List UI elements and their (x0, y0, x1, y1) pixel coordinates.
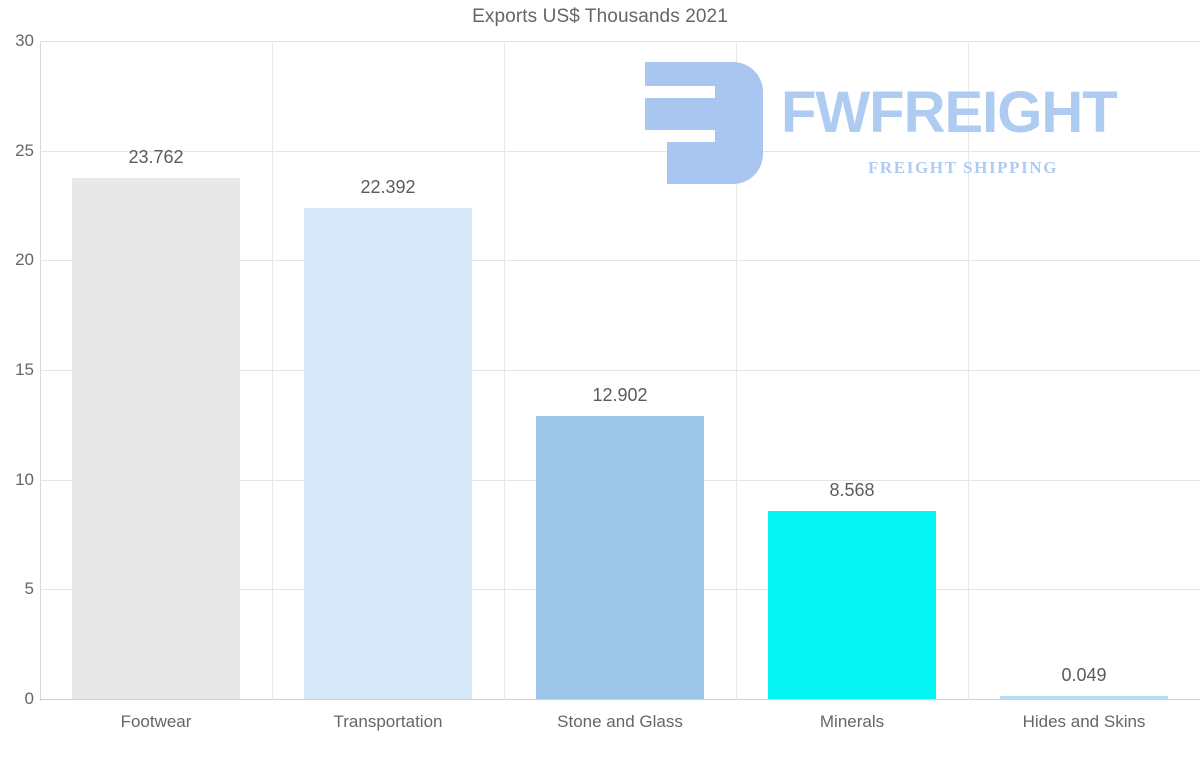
y-tick-label: 25 (15, 140, 34, 160)
category-separator (736, 41, 737, 700)
gridline (40, 699, 1200, 700)
bar-value-label: 8.568 (829, 480, 875, 501)
x-tick-label: Footwear (120, 712, 192, 731)
bar-value-label: 0.049 (1061, 665, 1107, 685)
bar-transportation[interactable] (304, 207, 472, 699)
bar-footwear[interactable] (72, 177, 240, 699)
gridline (40, 41, 1200, 42)
y-tick-label: 0 (24, 689, 34, 708)
bar-hides-and-skins[interactable] (1000, 696, 1168, 699)
y-axis-tick-labels: 0 5 10 15 20 25 30 (0, 31, 34, 708)
x-tick-label: Transportation (333, 712, 443, 731)
y-tick-label: 5 (24, 579, 34, 599)
bar-value-label: 23.762 (128, 146, 184, 167)
bar-value-label: 22.392 (360, 176, 416, 197)
gridline (40, 370, 1200, 371)
gridline (40, 150, 1200, 152)
y-tick-label: 30 (15, 31, 34, 50)
x-tick-label: Stone and Glass (557, 712, 683, 731)
category-separator (968, 41, 969, 700)
chart-title: Exports US$ Thousands 2021 (472, 6, 728, 27)
plot-area: 23.762 22.392 12.902 8.568 0.049 (40, 41, 1200, 700)
y-tick-label: 10 (15, 469, 34, 489)
gridline (40, 260, 1200, 262)
x-tick-label: Minerals (819, 712, 885, 731)
category-separator (504, 41, 505, 700)
y-axis-line (40, 41, 41, 701)
y-tick-label: 15 (15, 360, 34, 379)
bar-value-label: 12.902 (592, 385, 648, 406)
category-separator (272, 41, 273, 700)
y-tick-label: 20 (15, 250, 34, 270)
x-tick-label: Hides and Skins (1022, 712, 1146, 731)
bar-minerals[interactable] (768, 511, 936, 699)
bar-stone-and-glass[interactable] (536, 416, 704, 699)
